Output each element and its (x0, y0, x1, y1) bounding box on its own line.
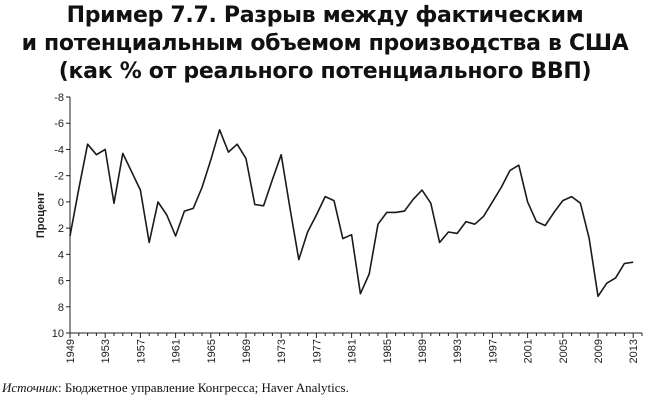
x-tick-label: 1965 (206, 339, 218, 363)
x-tick-label: 2013 (628, 339, 640, 363)
chart-title-line-2: и потенциальным объемом производства в С… (21, 31, 629, 56)
y-tick-label: 0 (58, 197, 64, 209)
x-tick-label: 1949 (65, 339, 77, 363)
x-tick-label: 2005 (558, 339, 570, 363)
x-tick-label: 1977 (311, 339, 323, 363)
x-tick-label: 2009 (593, 339, 605, 363)
y-tick-label: 8 (58, 302, 64, 314)
y-tick-label: 10 (52, 328, 64, 340)
x-tick-label: 1973 (276, 339, 288, 363)
x-tick-label: 1957 (135, 339, 147, 363)
x-tick-label: 1961 (171, 339, 183, 363)
source-label: Источник (2, 380, 58, 395)
source-text: : Бюджетное управление Конгресса; Haver … (57, 380, 349, 395)
x-tick-label: 1997 (487, 339, 499, 363)
output-gap-line (69, 129, 634, 298)
chart-title-line-1: Пример 7.7. Разрыв между фактическим (66, 3, 584, 28)
x-tick-label: 2001 (523, 339, 535, 363)
y-tick-label: 4 (58, 249, 64, 261)
chart-title: Пример 7.7. Разрыв между фактическим и п… (0, 2, 650, 86)
y-axis-title: Процент (35, 191, 47, 238)
chart-title-line-3: (как % от реального потенциального ВВП) (58, 59, 592, 84)
x-tick-label: 1985 (382, 339, 394, 363)
y-tick-label: -6 (54, 118, 64, 130)
y-tick-label: -2 (54, 171, 64, 183)
x-tick-label: 1969 (241, 339, 253, 363)
y-tick-label: -8 (54, 92, 64, 104)
y-tick-label: 6 (58, 276, 64, 288)
source-note: Источник: Бюджетное управление Конгресса… (2, 380, 349, 396)
x-tick-label: 1981 (347, 339, 359, 363)
x-tick-label: 1993 (452, 339, 464, 363)
y-tick-label: -4 (54, 144, 64, 156)
x-tick-label: 1953 (100, 339, 112, 363)
y-tick-label: 2 (58, 223, 64, 235)
x-tick-label: 1989 (417, 339, 429, 363)
